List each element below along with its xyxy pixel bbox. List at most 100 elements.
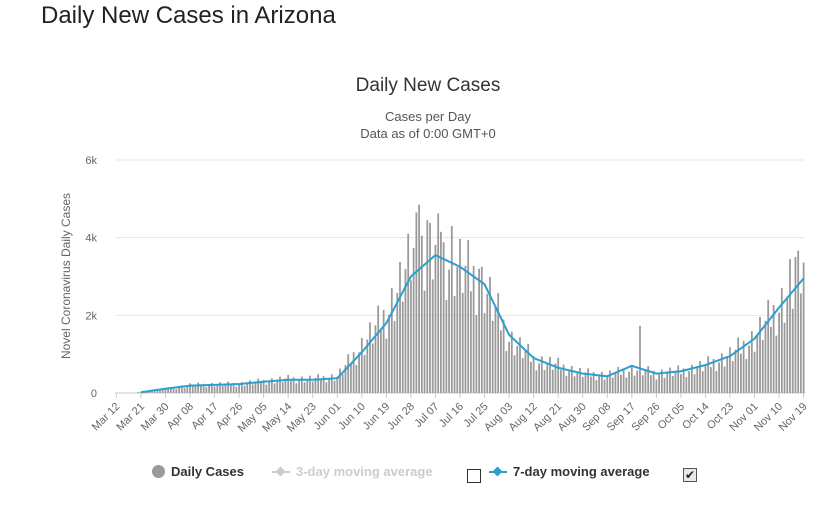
daily-cases-bar[interactable] xyxy=(434,244,437,393)
daily-cases-bar[interactable] xyxy=(767,299,770,393)
daily-cases-bar[interactable] xyxy=(194,384,197,393)
daily-cases-bar[interactable] xyxy=(524,350,527,393)
daily-cases-bar[interactable] xyxy=(388,314,390,393)
daily-cases-bar[interactable] xyxy=(753,351,756,393)
daily-cases-bar[interactable] xyxy=(527,343,530,393)
daily-cases-bar[interactable] xyxy=(551,369,554,393)
daily-cases-bar[interactable] xyxy=(355,365,358,393)
daily-cases-bar[interactable] xyxy=(685,377,688,393)
daily-cases-bar[interactable] xyxy=(677,365,680,393)
daily-cases-bar[interactable] xyxy=(756,335,759,393)
daily-cases-bar[interactable] xyxy=(639,325,641,393)
daily-cases-bar[interactable] xyxy=(314,377,317,393)
daily-cases-bar[interactable] xyxy=(592,372,595,393)
daily-cases-bar[interactable] xyxy=(276,380,279,393)
daily-cases-bar[interactable] xyxy=(573,376,576,393)
daily-cases-bar[interactable] xyxy=(448,269,450,393)
daily-cases-bar[interactable] xyxy=(227,381,230,393)
daily-cases-bar[interactable] xyxy=(690,364,693,393)
daily-cases-bar[interactable] xyxy=(341,374,344,393)
daily-cases-bar[interactable] xyxy=(200,385,202,393)
daily-cases-bar[interactable] xyxy=(393,321,396,393)
daily-cases-bar[interactable] xyxy=(704,364,707,393)
daily-cases-bar[interactable] xyxy=(647,366,650,393)
daily-cases-bar[interactable] xyxy=(562,364,565,393)
daily-cases-bar[interactable] xyxy=(418,204,420,393)
daily-cases-bar[interactable] xyxy=(699,360,701,393)
daily-cases-bar[interactable] xyxy=(404,269,407,393)
checkbox-7-day-average[interactable]: ✔ xyxy=(683,468,697,482)
checkbox-3-day-average[interactable] xyxy=(467,469,481,483)
daily-cases-bar[interactable] xyxy=(576,371,579,393)
daily-cases-bar[interactable] xyxy=(707,356,710,393)
daily-cases-bar[interactable] xyxy=(655,379,658,393)
daily-cases-bar[interactable] xyxy=(557,357,560,393)
daily-cases-bar[interactable] xyxy=(532,356,535,393)
daily-cases-bar[interactable] xyxy=(726,357,729,393)
daily-cases-bar[interactable] xyxy=(325,382,328,393)
daily-cases-bar[interactable] xyxy=(780,288,783,393)
daily-cases-bar[interactable] xyxy=(540,356,543,393)
daily-cases-bar[interactable] xyxy=(693,374,696,393)
daily-cases-bar[interactable] xyxy=(650,375,652,393)
daily-cases-bar[interactable] xyxy=(718,362,720,393)
daily-cases-bar[interactable] xyxy=(230,385,232,393)
daily-cases-bar[interactable] xyxy=(442,242,445,393)
daily-cases-bar[interactable] xyxy=(538,363,540,393)
daily-cases-bar[interactable] xyxy=(543,369,546,393)
daily-cases-bar[interactable] xyxy=(292,377,295,393)
daily-cases-bar[interactable] xyxy=(500,330,502,393)
daily-cases-bar[interactable] xyxy=(374,325,377,393)
daily-cases-bar[interactable] xyxy=(519,337,521,393)
daily-cases-bar[interactable] xyxy=(622,369,625,393)
daily-cases-bar[interactable] xyxy=(216,384,219,393)
daily-cases-bar[interactable] xyxy=(530,361,532,393)
daily-cases-bar[interactable] xyxy=(778,312,780,393)
daily-cases-bar[interactable] xyxy=(761,339,764,393)
daily-cases-bar[interactable] xyxy=(219,382,221,393)
daily-cases-bar[interactable] xyxy=(508,341,510,393)
daily-cases-bar[interactable] xyxy=(366,339,369,394)
daily-cases-bar[interactable] xyxy=(153,391,156,393)
daily-cases-bar[interactable] xyxy=(521,358,524,393)
legend-item-7-day-average[interactable]: 7-day moving average xyxy=(489,464,650,479)
daily-cases-bar[interactable] xyxy=(731,361,734,393)
daily-cases-bar[interactable] xyxy=(625,377,628,393)
daily-cases-bar[interactable] xyxy=(609,370,611,393)
daily-cases-bar[interactable] xyxy=(440,231,442,393)
daily-cases-bar[interactable] xyxy=(791,308,794,393)
daily-cases-bar[interactable] xyxy=(644,370,647,393)
daily-cases-bar[interactable] xyxy=(298,379,300,393)
daily-cases-bar[interactable] xyxy=(333,380,336,393)
daily-cases-bar[interactable] xyxy=(568,370,570,393)
daily-cases-bar[interactable] xyxy=(720,353,723,393)
daily-cases-bar[interactable] xyxy=(606,375,609,393)
daily-cases-bar[interactable] xyxy=(453,295,456,393)
daily-cases-bar[interactable] xyxy=(344,365,347,393)
daily-cases-bar[interactable] xyxy=(161,390,164,393)
daily-cases-bar[interactable] xyxy=(734,349,737,393)
daily-cases-bar[interactable] xyxy=(254,381,257,393)
daily-cases-bar[interactable] xyxy=(459,238,461,393)
daily-cases-bar[interactable] xyxy=(251,384,254,393)
daily-cases-bar[interactable] xyxy=(750,331,753,393)
legend-item-daily-cases[interactable]: Daily Cases xyxy=(152,464,244,479)
daily-cases-bar[interactable] xyxy=(352,352,355,393)
daily-cases-bar[interactable] xyxy=(740,353,742,393)
daily-cases-bar[interactable] xyxy=(260,383,262,393)
daily-cases-bar[interactable] xyxy=(483,313,486,393)
daily-cases-bar[interactable] xyxy=(770,326,772,393)
daily-cases-bar[interactable] xyxy=(772,305,775,393)
daily-cases-bar[interactable] xyxy=(369,322,371,393)
daily-cases-bar[interactable] xyxy=(407,233,410,393)
daily-cases-bar[interactable] xyxy=(309,375,311,393)
daily-cases-bar[interactable] xyxy=(268,381,270,393)
daily-cases-bar[interactable] xyxy=(666,372,669,393)
daily-cases-bar[interactable] xyxy=(238,384,240,393)
daily-cases-bar[interactable] xyxy=(565,375,568,393)
daily-cases-bar[interactable] xyxy=(560,369,562,393)
daily-cases-bar[interactable] xyxy=(279,376,281,393)
daily-cases-bar[interactable] xyxy=(431,279,434,393)
daily-cases-bar[interactable] xyxy=(775,335,778,393)
daily-cases-bar[interactable] xyxy=(600,371,603,393)
